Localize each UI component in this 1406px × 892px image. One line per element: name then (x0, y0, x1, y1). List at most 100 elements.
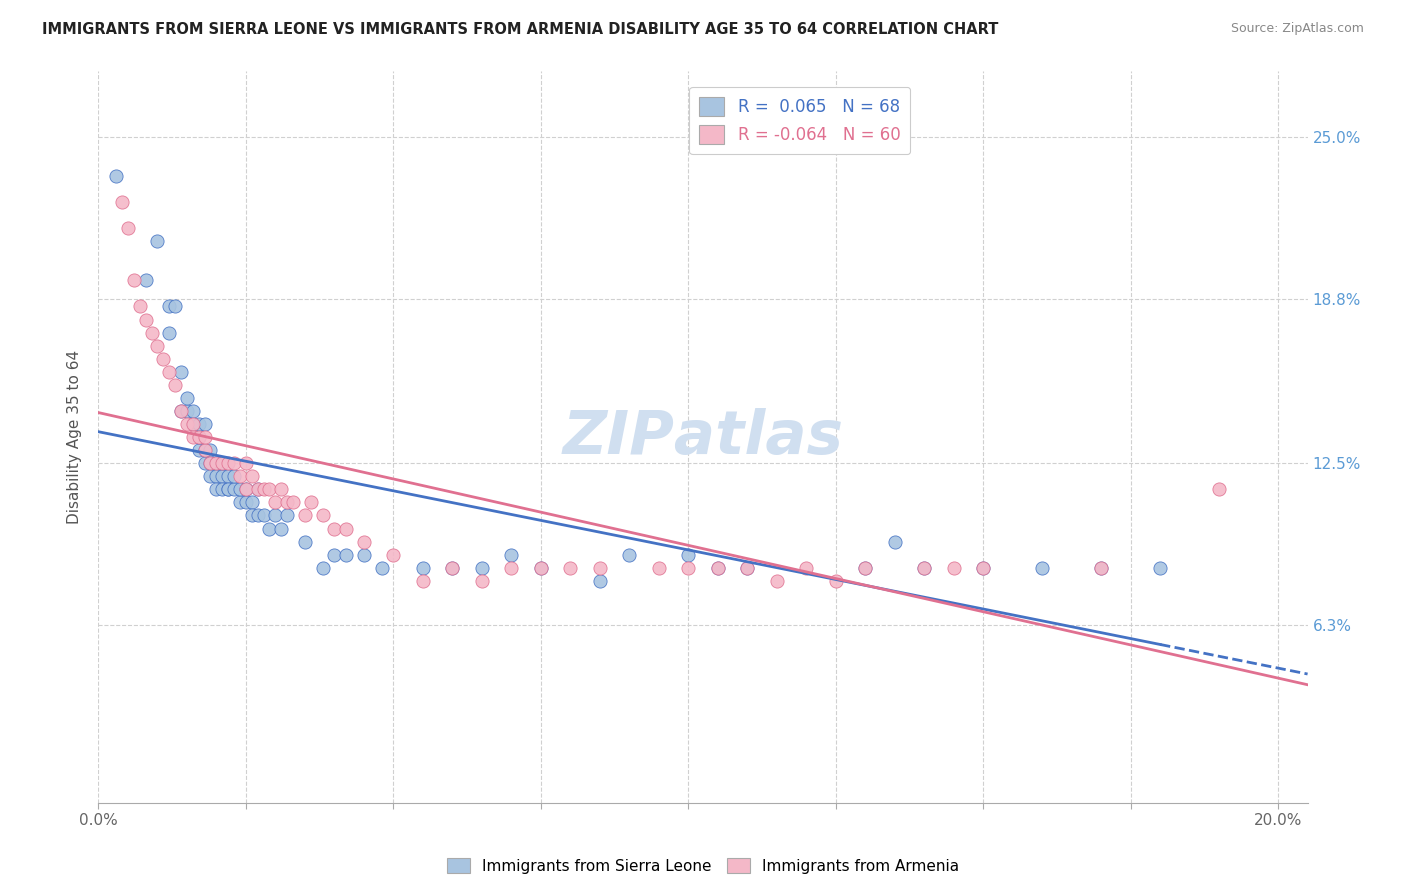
Point (311, 560, 333, 574)
Point (176, 391, 198, 405)
Point (235, 483, 257, 497)
Point (205, 456, 228, 470)
Point (678, 560, 700, 574)
Point (252, 483, 274, 497)
Point (246, 483, 269, 497)
Point (165, 377, 187, 392)
Point (501, 560, 523, 574)
Text: Source: ZipAtlas.com: Source: ZipAtlas.com (1230, 22, 1364, 36)
Point (235, 456, 257, 470)
Point (217, 469, 239, 483)
Point (235, 483, 257, 497)
Point (200, 469, 222, 483)
Point (146, 338, 169, 352)
Point (240, 495, 263, 509)
Point (1090, 560, 1112, 574)
Point (222, 469, 245, 483)
Point (441, 560, 464, 574)
Point (246, 508, 269, 523)
Point (471, 574, 494, 588)
Point (205, 483, 228, 497)
Point (170, 404, 193, 418)
Point (648, 560, 671, 574)
Point (942, 560, 965, 574)
Point (194, 456, 217, 470)
Point (1090, 560, 1112, 574)
Point (229, 469, 252, 483)
Point (170, 365, 193, 379)
Point (252, 508, 274, 523)
Point (530, 560, 553, 574)
Point (412, 574, 434, 588)
Point (853, 560, 876, 574)
Point (706, 560, 728, 574)
Point (105, 169, 128, 183)
Point (211, 483, 233, 497)
Point (165, 300, 187, 314)
Point (222, 483, 245, 497)
Point (229, 483, 252, 497)
Point (170, 404, 193, 418)
Point (181, 417, 204, 431)
Point (735, 560, 758, 574)
Point (1149, 560, 1171, 574)
Point (735, 560, 758, 574)
Point (152, 351, 174, 366)
Point (181, 430, 204, 444)
Point (128, 300, 150, 314)
Legend: R =  0.065   N = 68, R = -0.064   N = 60: R = 0.065 N = 68, R = -0.064 N = 60 (689, 87, 910, 153)
Point (194, 443, 217, 458)
Point (111, 194, 134, 209)
Point (264, 508, 287, 523)
Point (181, 404, 204, 418)
Point (765, 574, 787, 588)
Point (530, 560, 553, 574)
Point (589, 574, 612, 588)
Point (259, 521, 281, 535)
Point (157, 300, 180, 314)
Point (412, 560, 434, 574)
Point (619, 548, 641, 562)
Point (200, 443, 222, 458)
Point (323, 548, 346, 562)
Point (370, 560, 392, 574)
Point (853, 560, 876, 574)
Point (157, 326, 180, 340)
Point (335, 548, 357, 562)
Point (187, 417, 209, 431)
Point (205, 469, 228, 483)
Point (222, 456, 245, 470)
Point (824, 574, 846, 588)
Point (194, 417, 217, 431)
Point (176, 417, 198, 431)
Point (181, 417, 204, 431)
Point (311, 508, 333, 523)
Point (235, 495, 257, 509)
Legend: Immigrants from Sierra Leone, Immigrants from Armenia: Immigrants from Sierra Leone, Immigrants… (441, 852, 965, 880)
Point (294, 508, 316, 523)
Point (117, 221, 139, 235)
Point (240, 508, 263, 523)
Point (1208, 483, 1230, 497)
Point (912, 560, 935, 574)
Point (353, 548, 375, 562)
Point (883, 534, 905, 549)
Point (122, 273, 145, 287)
Point (972, 560, 994, 574)
Point (217, 483, 239, 497)
Point (229, 495, 252, 509)
Point (217, 483, 239, 497)
Point (589, 560, 612, 574)
Point (382, 548, 405, 562)
Point (187, 430, 209, 444)
Point (135, 273, 157, 287)
Point (141, 326, 163, 340)
Point (1031, 560, 1053, 574)
Point (294, 534, 316, 549)
Point (200, 456, 222, 470)
Point (560, 560, 582, 574)
Point (146, 234, 169, 248)
Point (299, 495, 322, 509)
Point (176, 404, 198, 418)
Point (501, 548, 523, 562)
